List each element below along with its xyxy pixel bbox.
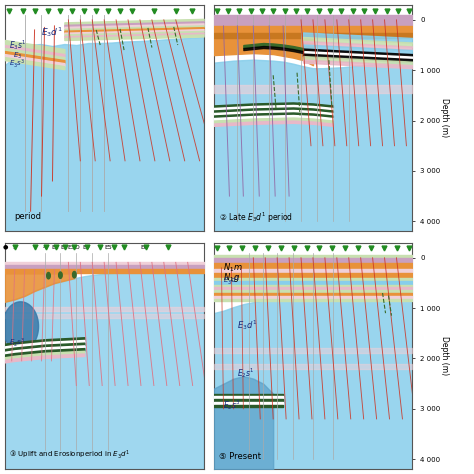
Text: E6: E6 [140, 245, 148, 250]
Y-axis label: Depth (m): Depth (m) [439, 99, 448, 137]
Text: $N_1g$: $N_1g$ [223, 271, 241, 283]
Text: E2: E2 [52, 245, 59, 250]
Text: E4: E4 [82, 245, 90, 250]
Text: $E_3s^1$: $E_3s^1$ [9, 37, 27, 52]
Text: ② Late $E_3d^1$ period: ② Late $E_3d^1$ period [219, 211, 293, 225]
Text: 4: 4 [43, 245, 46, 250]
Ellipse shape [59, 272, 62, 278]
Text: $N_1m$: $N_1m$ [223, 262, 243, 274]
Ellipse shape [47, 273, 50, 279]
Text: $E_2s^3$: $E_2s^3$ [9, 337, 25, 349]
Polygon shape [3, 302, 38, 351]
Y-axis label: Depth (m): Depth (m) [439, 337, 448, 375]
Text: $E_3d^1$: $E_3d^1$ [223, 274, 241, 287]
Text: 3: 3 [13, 245, 17, 250]
Text: $E_3$: $E_3$ [13, 51, 22, 61]
Text: $E_3s^3$: $E_3s^3$ [9, 57, 25, 70]
Text: ⑤ Present: ⑤ Present [219, 452, 262, 461]
Text: E5: E5 [104, 245, 112, 250]
Text: $E_2s^1$: $E_2s^1$ [237, 366, 255, 380]
Text: ③ Uplift and Erosionperiod in $E_3d^1$: ③ Uplift and Erosionperiod in $E_3d^1$ [9, 448, 130, 461]
Ellipse shape [73, 272, 76, 278]
Text: E3D: E3D [67, 245, 80, 250]
Text: period: period [15, 212, 42, 221]
Text: $E_3d^1$: $E_3d^1$ [237, 318, 258, 332]
Text: ●: ● [3, 245, 9, 250]
Text: $E_2s^3$: $E_2s^3$ [223, 399, 241, 412]
Text: $E_3d^1$: $E_3d^1$ [41, 26, 63, 39]
Text: E1: E1 [61, 245, 68, 250]
